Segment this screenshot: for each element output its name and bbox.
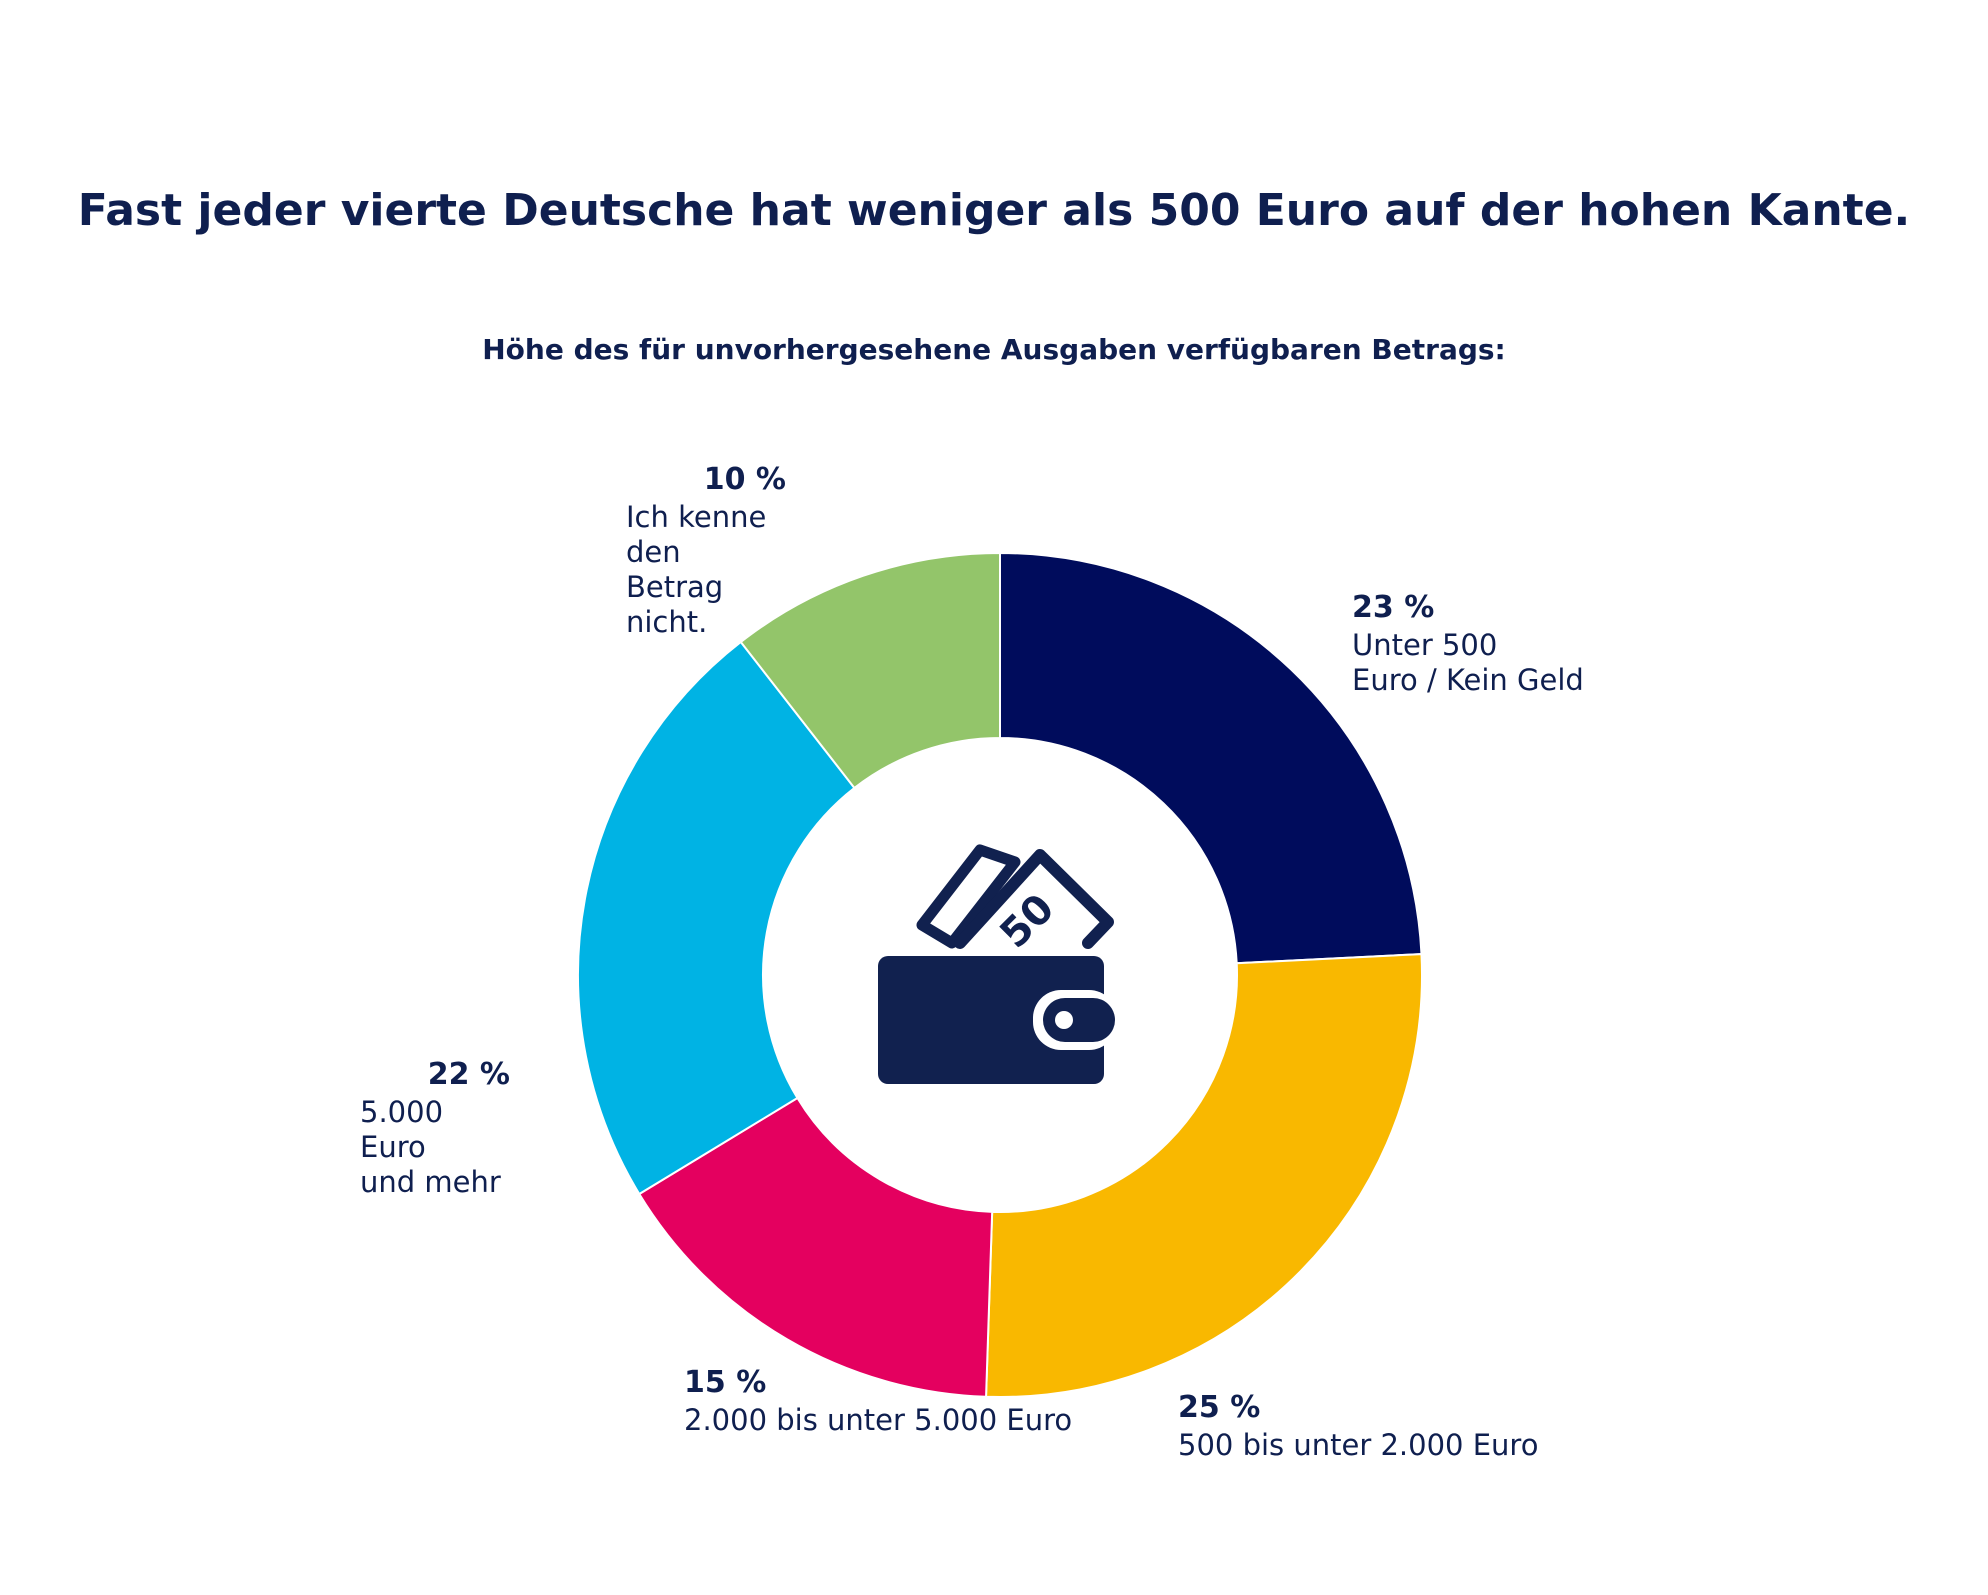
slice-label-2000-5000: 15 % 2.000 bis unter 5.000 Euro (684, 1363, 1072, 1438)
slice-percent: 25 % (1178, 1390, 1261, 1425)
donut-slice-1 (985, 953, 1423, 1398)
slice-percent: 23 % (1352, 590, 1435, 625)
slice-description: 5.000 Euro und mehr (360, 1095, 501, 1199)
slice-description: 2.000 bis unter 5.000 Euro (684, 1403, 1073, 1437)
chart-title: Fast jeder vierte Deutsche hat weniger a… (77, 185, 1911, 236)
slice-percent: 15 % (684, 1365, 767, 1400)
slice-description: Ich kenne den Betrag nicht. (626, 500, 767, 639)
donut-slice-2 (637, 1096, 994, 1398)
slice-label-500-2000: 25 % 500 bis unter 2.000 Euro (1178, 1388, 1538, 1463)
slice-label-under-500: 23 % Unter 500 Euro / Kein Geld (1352, 588, 1584, 698)
slice-percent: 22 % (427, 1057, 510, 1092)
slice-description: Unter 500 Euro / Kein Geld (1352, 628, 1584, 697)
slice-percent: 10 % (703, 462, 786, 497)
donut-slices (577, 551, 1423, 1398)
donut-slice-4 (739, 551, 1001, 790)
slice-label-unknown: 10 % Ich kenne den Betrag nicht. (626, 460, 786, 640)
wallet-with-50-note-icon: 50 (878, 844, 1117, 1084)
slice-label-5000-plus: 22 % 5.000 Euro und mehr (360, 1055, 510, 1200)
donut-slice-3 (577, 640, 856, 1196)
slice-description: 500 bis unter 2.000 Euro (1178, 1428, 1539, 1462)
chart-subtitle: Höhe des für unvorhergesehene Ausgaben v… (482, 333, 1506, 366)
donut-slice-0 (999, 551, 1423, 965)
